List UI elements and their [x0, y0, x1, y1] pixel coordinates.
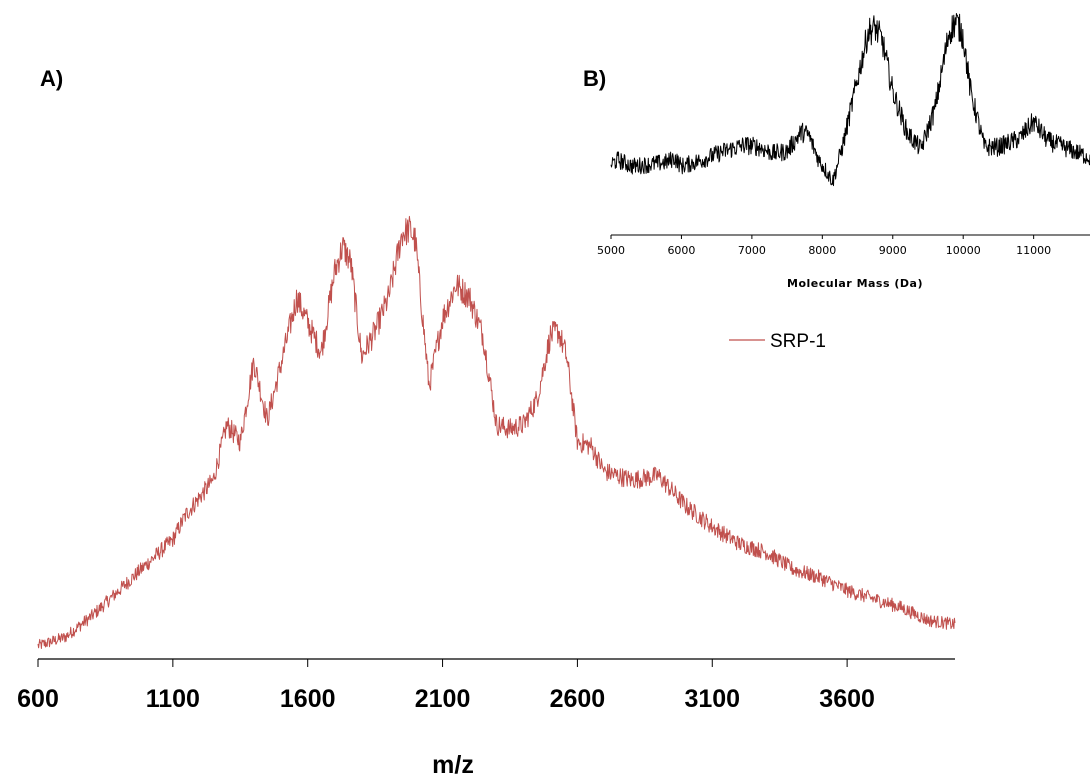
x-tick-label: 2600 — [550, 685, 606, 713]
x-ticks-b: 5000 6000 7000 8000 9000 10000 11000 — [597, 235, 1051, 257]
x-tick-label: 8000 — [808, 244, 836, 257]
x-ticks-a: 600 1100 1600 2100 2600 3100 3600 — [17, 659, 875, 713]
panel-a-label: A) — [40, 66, 63, 91]
x-tick-label: 10000 — [946, 244, 981, 257]
legend: SRP-1 — [729, 331, 826, 352]
x-axis-label-a: m/z — [432, 751, 474, 774]
x-tick-label: 7000 — [738, 244, 766, 257]
x-tick-label: 1600 — [280, 685, 336, 713]
panel-a-chart: A) 600 1100 1600 2100 2600 3100 3600 m/z — [17, 66, 956, 774]
x-tick-label: 3100 — [684, 685, 740, 713]
x-axis-label-b: Molecular Mass (Da) — [787, 277, 923, 290]
x-tick-label: 2100 — [415, 685, 471, 713]
x-tick-label: 5000 — [597, 244, 625, 257]
series-line-srp-1 — [37, 215, 956, 649]
panel-b-chart: B) 5000 6000 7000 8000 9000 10000 11000 Molecu… — [583, 13, 1090, 290]
x-tick-label: 1100 — [146, 685, 200, 713]
x-tick-label: 6000 — [667, 244, 695, 257]
x-tick-label: 600 — [17, 685, 59, 713]
panel-b-label: B) — [583, 66, 606, 91]
x-tick-label: 3600 — [819, 685, 875, 713]
legend-label-srp-1: SRP-1 — [770, 331, 826, 352]
x-tick-label: 11000 — [1016, 244, 1051, 257]
x-tick-label: 9000 — [879, 244, 907, 257]
series-line-mass — [610, 13, 1090, 187]
